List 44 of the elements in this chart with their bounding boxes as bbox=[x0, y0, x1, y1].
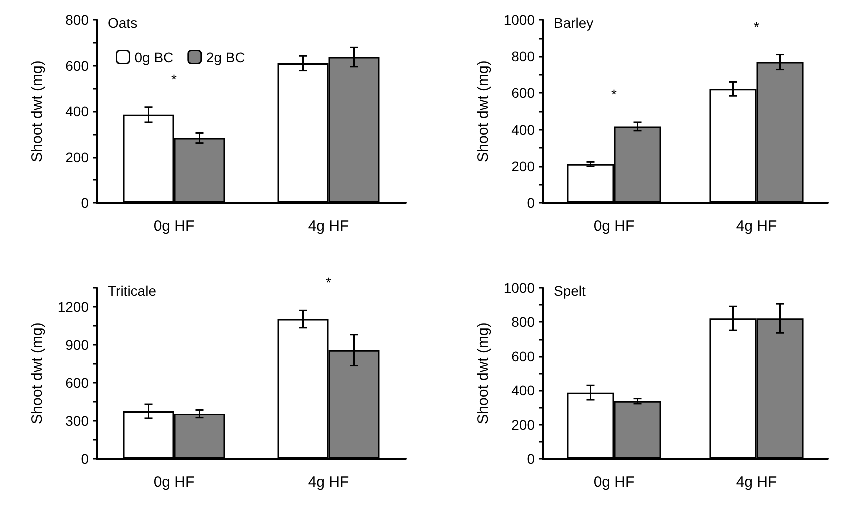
y-tick-label: 900 bbox=[66, 337, 90, 353]
y-tick-label: 600 bbox=[512, 85, 536, 102]
y-tick-label: 1000 bbox=[504, 280, 536, 296]
legend-label: 2g BC bbox=[206, 49, 246, 66]
y-tick-label: 0 bbox=[81, 195, 90, 211]
chart-title: Oats bbox=[108, 15, 138, 31]
y-tick-label: 200 bbox=[512, 416, 536, 433]
y-axis-title: Shoot dwt (mg) bbox=[475, 322, 492, 424]
y-tick-label: 400 bbox=[512, 382, 536, 399]
y-tick-label: 800 bbox=[512, 48, 536, 65]
y-axis-title: Shoot dwt (mg) bbox=[29, 322, 46, 424]
y-tick-label: 600 bbox=[66, 375, 90, 391]
x-tick-label: 4g HF bbox=[308, 218, 350, 235]
y-tick-label: 600 bbox=[66, 58, 90, 74]
y-axis-title: Shoot dwt (mg) bbox=[29, 60, 46, 162]
chart-title: Barley bbox=[554, 15, 594, 31]
y-axis-title: Shoot dwt (mg) bbox=[475, 60, 492, 162]
y-tick-label: 0 bbox=[527, 451, 536, 467]
annotation: * bbox=[612, 86, 618, 102]
y-tick-label: 400 bbox=[66, 104, 90, 120]
y-tick-label: 400 bbox=[512, 122, 536, 138]
y-tick-label: 300 bbox=[66, 413, 90, 429]
y-tick-label: 800 bbox=[512, 314, 536, 330]
y-tick-label: 200 bbox=[66, 149, 90, 166]
y-tick-label: 200 bbox=[512, 158, 536, 174]
x-tick-label: 0g HF bbox=[154, 218, 195, 235]
chart-title: Triticale bbox=[108, 283, 157, 299]
y-tick-label: 1000 bbox=[504, 12, 536, 28]
y-tick-label: 800 bbox=[66, 12, 90, 28]
x-tick-label: 4g HF bbox=[308, 474, 350, 491]
x-tick-label: 0g HF bbox=[594, 218, 635, 235]
legend-label: 0g BC bbox=[134, 49, 174, 66]
chart-title: Spelt bbox=[554, 283, 586, 299]
annotation: * bbox=[326, 274, 332, 291]
x-tick-label: 0g HF bbox=[594, 474, 635, 491]
y-tick-label: 0 bbox=[81, 451, 90, 467]
x-tick-label: 0g HF bbox=[154, 474, 195, 491]
x-tick-label: 4g HF bbox=[736, 474, 778, 491]
y-tick-label: 0 bbox=[527, 195, 536, 211]
annotation: * bbox=[754, 18, 760, 35]
y-tick-label: 1200 bbox=[58, 299, 90, 315]
annotation: * bbox=[172, 71, 178, 88]
y-tick-label: 600 bbox=[512, 348, 536, 364]
x-tick-label: 4g HF bbox=[736, 218, 778, 235]
